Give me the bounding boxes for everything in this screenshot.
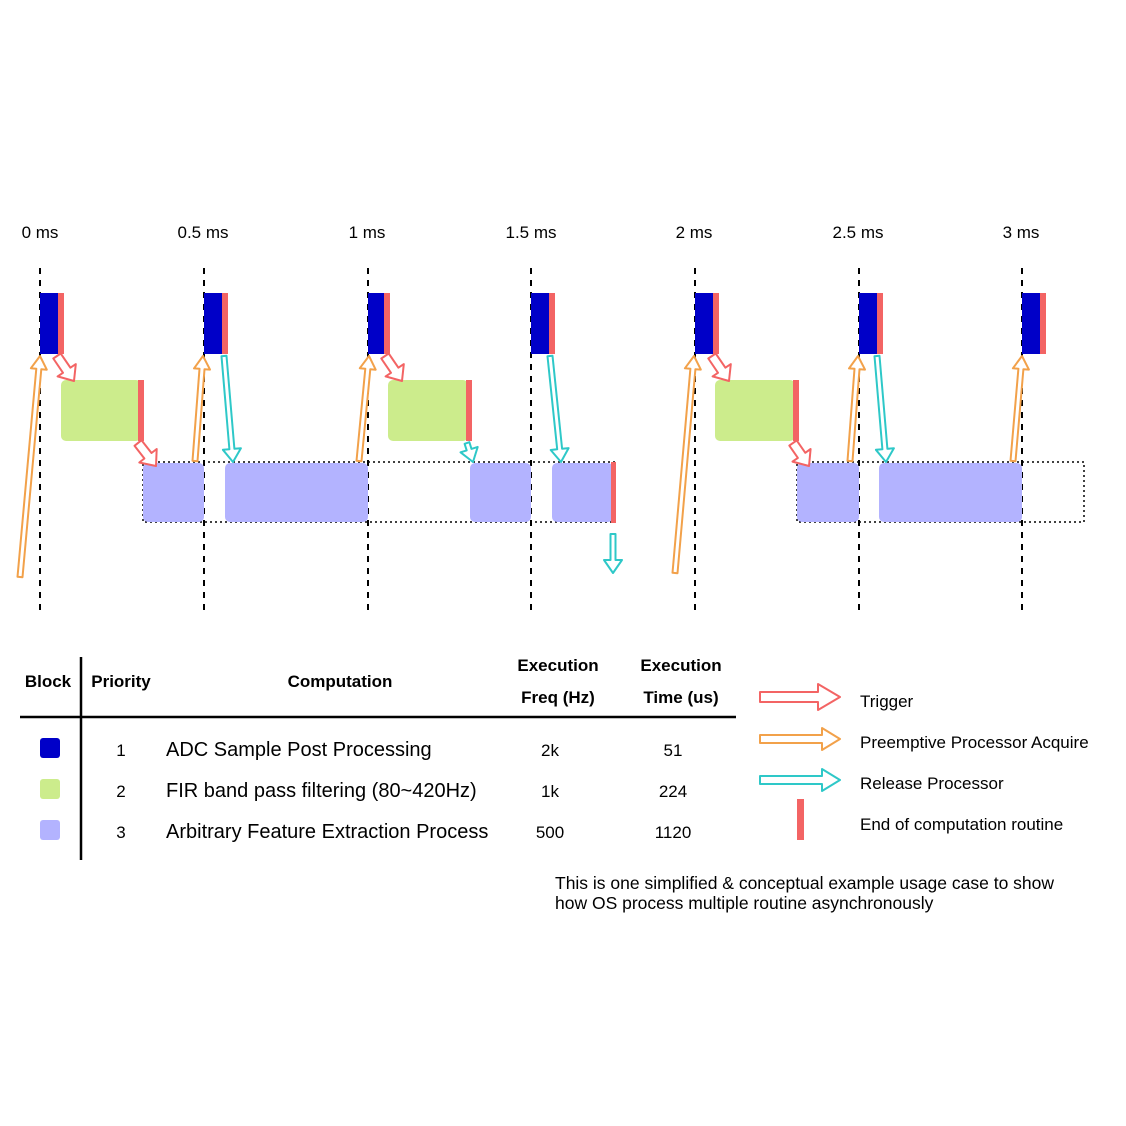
row-time: 224 — [658, 782, 688, 801]
time-label-4: 2 ms — [676, 223, 713, 242]
time-label-1: 0.5 ms — [177, 223, 228, 242]
release-arrow-icon — [759, 768, 841, 792]
block1-segment — [368, 293, 384, 354]
header-time-line2: Time (us) — [643, 688, 719, 707]
header-computation: Computation — [287, 672, 393, 691]
acquire-arrow-icon — [1009, 355, 1030, 463]
note-text: This is one simplified & conceptual exam… — [555, 873, 1054, 913]
legend-acquire-label: Preemptive Processor Acquire — [860, 733, 1089, 752]
block3-segment — [797, 463, 859, 522]
block3-segments — [143, 463, 1022, 522]
acquire-arrow-icon — [759, 727, 841, 751]
acquire-arrow-icon — [16, 355, 48, 579]
header-time-line1: Execution — [640, 656, 722, 675]
note-line-2: how OS process multiple routine asynchro… — [555, 893, 934, 913]
trigger-arrow-icon — [788, 439, 812, 467]
row-time: 1120 — [654, 823, 692, 842]
release-arrow-icon — [220, 354, 242, 463]
header-freq-line2: Freq (Hz) — [521, 688, 595, 707]
header-priority: Priority — [91, 672, 151, 691]
block2-end-markers — [138, 380, 799, 441]
block1-segments — [40, 293, 1040, 354]
row-priority: 1 — [116, 741, 126, 760]
row-computation: ADC Sample Post Processing — [166, 739, 432, 761]
time-label-6: 3 ms — [1003, 223, 1040, 242]
block2-segments — [61, 380, 795, 441]
row-freq: 1k — [541, 782, 559, 801]
note-line-1: This is one simplified & conceptual exam… — [555, 873, 1055, 893]
acquire-arrow-icon — [671, 355, 702, 575]
block2-swatch — [40, 779, 60, 799]
trigger-arrow-icon — [380, 352, 405, 382]
block3-segment — [879, 463, 1022, 522]
trigger-arrow-icon — [52, 352, 77, 382]
block3-swatch — [40, 820, 60, 840]
legend-end-label: End of computation routine — [860, 815, 1064, 834]
time-label-5: 2.5 ms — [832, 223, 883, 242]
block3-segment — [225, 463, 368, 522]
time-label-0: 0 ms — [22, 223, 59, 242]
row-computation: FIR band pass filtering (80~420Hz) — [166, 780, 477, 802]
block1-segment — [859, 293, 877, 354]
time-gridlines — [39, 268, 1023, 615]
end-marker — [713, 293, 719, 354]
block2-segment — [715, 380, 795, 441]
block3-frame-1 — [142, 461, 616, 523]
end-marker — [877, 293, 883, 354]
legend-release-label: Release Processor — [860, 774, 1004, 793]
end-marker — [58, 293, 64, 354]
acquire-arrow-icon — [191, 355, 211, 463]
end-marker — [793, 380, 799, 441]
end-marker — [466, 380, 472, 441]
trigger-arrow-icon — [759, 683, 841, 711]
block1-segment — [1022, 293, 1040, 354]
block1-segment — [531, 293, 549, 354]
row-time: 51 — [663, 741, 683, 760]
legend-trigger-label: Trigger — [860, 692, 914, 711]
block2-segment — [388, 380, 468, 441]
block1-swatch — [40, 738, 60, 758]
block2-segment — [61, 380, 141, 441]
end-marker — [611, 462, 616, 523]
end-marker — [138, 380, 144, 441]
block1-end-markers — [58, 293, 1046, 354]
block1-segment — [40, 293, 58, 354]
block3-segment — [470, 463, 531, 522]
end-marker-icon — [797, 799, 804, 840]
row-computation: Arbitrary Feature Extraction Process — [166, 821, 489, 843]
time-label-2: 1 ms — [349, 223, 386, 242]
release-arrow-icon — [873, 354, 895, 463]
trigger-arrow-icon — [707, 352, 732, 382]
header-freq-line1: Execution — [517, 656, 599, 675]
block1-segment — [695, 293, 713, 354]
block3-segment — [143, 463, 204, 522]
release-arrow-icon — [546, 354, 570, 463]
acquire-arrow-icon — [846, 355, 866, 463]
arrows — [16, 352, 1030, 579]
row-priority: 3 — [116, 823, 126, 842]
block1-segment — [204, 293, 222, 354]
release-arrow-icon — [459, 441, 479, 463]
time-label-3: 1.5 ms — [505, 223, 556, 242]
acquire-arrow-icon — [355, 355, 377, 463]
row-freq: 500 — [535, 823, 565, 842]
end-marker — [549, 293, 555, 354]
end-marker — [222, 293, 228, 354]
end-marker — [384, 293, 390, 354]
release-arrow-icon — [603, 533, 623, 574]
row-priority: 2 — [116, 782, 126, 801]
header-block: Block — [24, 672, 72, 691]
block3-segment — [552, 463, 613, 522]
legend-icons — [759, 683, 841, 840]
trigger-arrow-icon — [133, 439, 158, 467]
end-marker — [1040, 293, 1046, 354]
row-freq: 2k — [541, 741, 559, 760]
